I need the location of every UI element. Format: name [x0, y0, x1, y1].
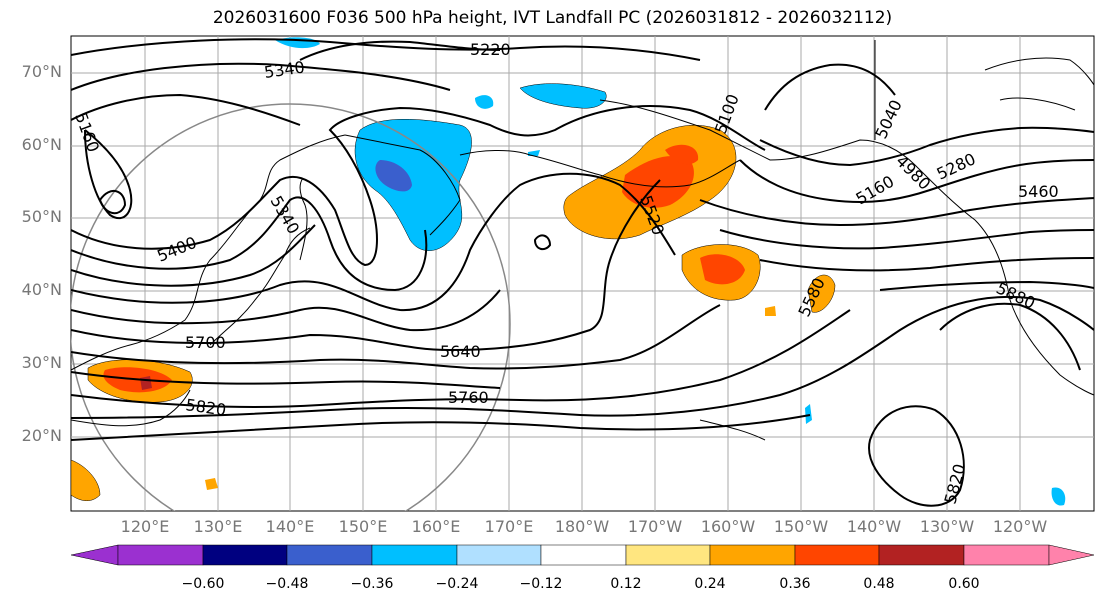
lon-label: 120°E [120, 517, 170, 536]
colorbar-extend-low [70, 544, 119, 566]
contour-label: 5460 [1018, 182, 1059, 201]
lon-label: 170°W [627, 517, 683, 536]
colorbar-segment [286, 544, 373, 566]
colorbar-tick-label: 0.24 [694, 576, 726, 592]
lon-label: 160°E [411, 517, 461, 536]
lon-label: 180°W [554, 517, 610, 536]
colorbar-segment [625, 544, 711, 566]
colorbar-segment [117, 544, 204, 566]
colorbar-tick-label: −0.60 [181, 576, 225, 592]
colorbar-segment [456, 544, 542, 566]
lon-label: 150°E [338, 517, 388, 536]
lon-label: 160°W [700, 517, 756, 536]
lon-label: 170°E [484, 517, 534, 536]
colorbar-segment [371, 544, 458, 566]
colorbar [70, 544, 1095, 566]
contour-label: 5220 [470, 40, 511, 59]
lat-label: 70°N [21, 62, 62, 81]
lon-label: 150°W [773, 517, 829, 536]
lat-label: 40°N [21, 280, 62, 299]
colorbar-tick-label: 0.48 [863, 576, 895, 592]
lon-label: 120°W [992, 517, 1048, 536]
colorbar-segment [878, 544, 965, 566]
lat-label: 60°N [21, 135, 62, 154]
colorbar-tick-label: 0.36 [779, 576, 811, 592]
coastlines [71, 40, 1094, 441]
lon-label: 130°W [919, 517, 975, 536]
lon-label: 140°E [265, 517, 315, 536]
colorbar-segment [540, 544, 627, 566]
colorbar-segment [963, 544, 1050, 566]
lat-label: 50°N [21, 207, 62, 226]
colorbar-extend-high [1048, 544, 1095, 566]
ivt-positive-shading [71, 124, 836, 501]
colorbar-segment [794, 544, 880, 566]
contour-label: 5700 [185, 333, 226, 352]
lon-label: 140°W [846, 517, 902, 536]
map-title: 2026031600 F036 500 hPa height, IVT Land… [212, 8, 893, 28]
colorbar-tick-label: 0.12 [610, 576, 642, 592]
contour-label: 5640 [440, 342, 481, 361]
range-circle [71, 103, 511, 511]
colorbar-tick-label: −0.24 [435, 576, 479, 592]
colorbar-tick-label: −0.12 [519, 576, 563, 592]
lat-label: 20°N [21, 426, 62, 445]
contour-label: 5760 [448, 388, 489, 407]
colorbar-tick-label: −0.48 [265, 576, 309, 592]
lat-label: 30°N [21, 353, 62, 372]
colorbar-tick-label: −0.36 [350, 576, 394, 592]
colorbar-tick-label: 0.60 [948, 576, 980, 592]
colorbar-segment [202, 544, 288, 566]
lon-label: 130°E [193, 517, 243, 536]
height-contours [71, 38, 1094, 507]
colorbar-segment [709, 544, 796, 566]
